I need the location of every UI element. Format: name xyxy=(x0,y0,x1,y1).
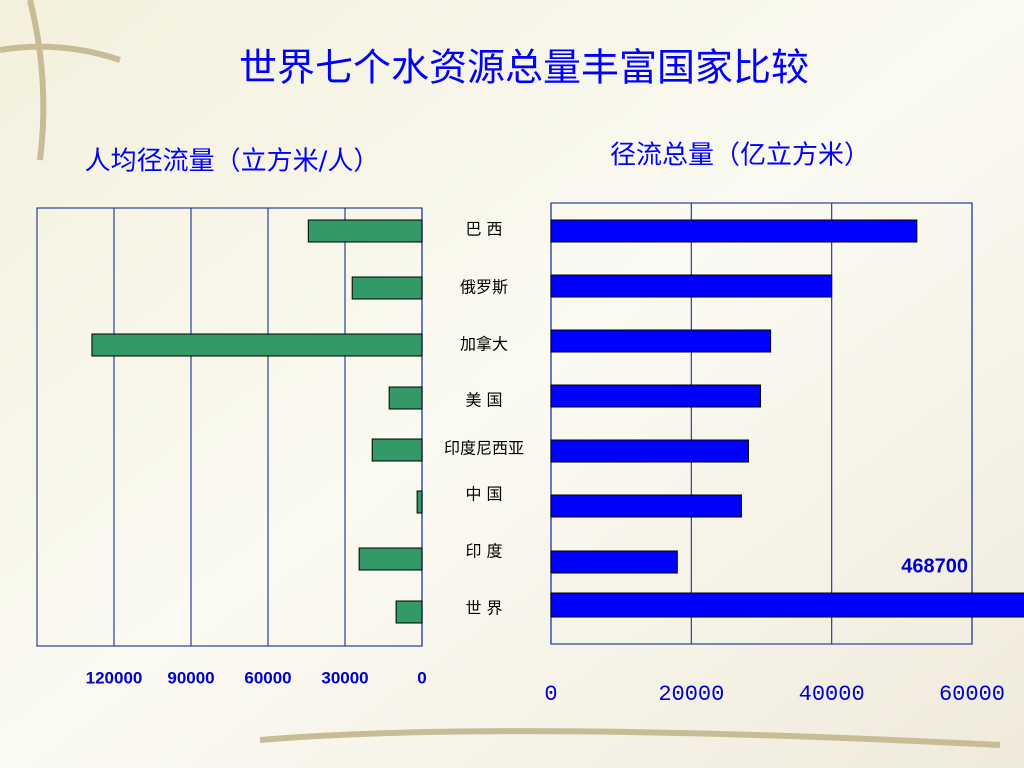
bar xyxy=(416,490,423,514)
bar xyxy=(307,219,423,243)
x-tick-label: 30000 xyxy=(321,668,368,687)
bar xyxy=(395,600,423,624)
bar xyxy=(388,386,423,410)
plots: 120000 90000 60000 30000 0 0 20000 40000 60000 46… xyxy=(36,202,1024,707)
chart-title: 人均径流量（立方米/人） xyxy=(85,147,380,177)
x-tick-label: 0 xyxy=(544,682,557,707)
bar xyxy=(91,333,423,357)
category-label: 印 度 xyxy=(465,542,502,561)
bar xyxy=(550,592,1024,618)
category-label: 中 国 xyxy=(465,485,502,504)
category-label: 世 界 xyxy=(465,599,502,618)
bar xyxy=(371,438,423,462)
bar xyxy=(550,439,749,463)
category-label: 加拿大 xyxy=(460,335,508,354)
category-label: 俄罗斯 xyxy=(460,278,508,297)
x-tick-label: 40000 xyxy=(799,682,865,707)
bar xyxy=(550,494,742,518)
bar xyxy=(550,384,762,408)
chart-title: 径流总量（亿立方米） xyxy=(610,141,870,171)
category-label: 印度尼西亚 xyxy=(444,439,524,458)
data-label: 468700 xyxy=(901,555,968,577)
page-title: 世界七个水资源总量丰富国家比较 xyxy=(239,46,809,90)
x-tick-label: 0 xyxy=(417,668,426,687)
bar xyxy=(351,276,423,300)
category-label: 美 国 xyxy=(465,391,502,410)
x-tick-label: 90000 xyxy=(167,668,214,687)
bar xyxy=(550,550,678,574)
bar xyxy=(550,274,833,298)
bar xyxy=(550,329,772,353)
bar xyxy=(550,219,918,243)
decoration xyxy=(0,0,1001,748)
x-tick-label: 120000 xyxy=(86,668,143,687)
bar xyxy=(358,547,423,571)
x-tick-label: 60000 xyxy=(939,682,1005,707)
x-tick-label: 60000 xyxy=(244,668,291,687)
category-label: 巴 西 xyxy=(465,220,502,239)
x-tick-label: 20000 xyxy=(658,682,724,707)
